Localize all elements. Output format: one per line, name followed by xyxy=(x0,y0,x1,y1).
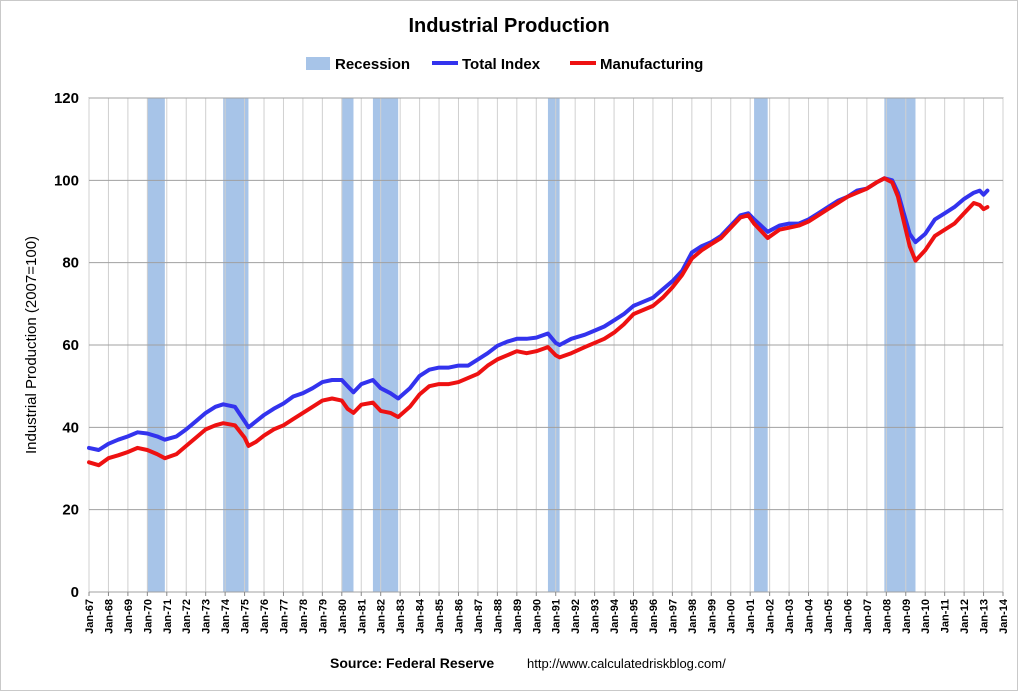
series-lines xyxy=(87,176,990,468)
x-tick-label: Jan-10 xyxy=(920,599,932,634)
x-tick-label: Jan-67 xyxy=(84,599,96,634)
x-tick-label: Jan-05 xyxy=(823,599,835,634)
x-tick-label: Jan-80 xyxy=(337,599,349,634)
legend-swatch-recession xyxy=(306,57,330,70)
x-tick-label: Jan-09 xyxy=(901,599,913,634)
x-tick-label: Jan-96 xyxy=(648,599,660,634)
legend-label-total-index: Total Index xyxy=(462,56,541,73)
x-tick-label: Jan-11 xyxy=(940,599,952,633)
x-tick-label: Jan-03 xyxy=(784,599,796,634)
x-tick-label: Jan-14 xyxy=(998,598,1010,634)
x-tick-label: Jan-70 xyxy=(142,599,154,634)
legend-label-manufacturing: Manufacturing xyxy=(600,56,703,73)
x-tick-label: Jan-94 xyxy=(609,598,621,634)
x-tick-label: Jan-95 xyxy=(629,599,641,634)
x-tick-label: Jan-81 xyxy=(356,599,368,634)
chart-title: Industrial Production xyxy=(408,15,609,37)
x-tick-label: Jan-02 xyxy=(765,599,777,634)
x-tick-label: Jan-99 xyxy=(706,599,718,634)
x-tick-label: Jan-01 xyxy=(745,599,757,634)
x-tick-label: Jan-87 xyxy=(473,599,485,634)
x-axis-ticks: Jan-67 Jan-68 Jan-69 Jan-70 Jan-71 Jan-72 Jan-… xyxy=(84,592,1010,634)
y-tick-label: 120 xyxy=(54,90,79,107)
source-url: http://www.calculatedriskblog.com/ xyxy=(527,656,726,671)
x-tick-label: Jan-97 xyxy=(667,599,679,634)
y-tick-label: 80 xyxy=(62,255,79,272)
y-tick-label: 100 xyxy=(54,172,79,189)
series-line-manufacturing xyxy=(87,176,990,468)
x-tick-label: Jan-82 xyxy=(376,599,388,634)
legend-label-recession: Recession xyxy=(335,56,410,73)
x-tick-label: Jan-12 xyxy=(959,599,971,634)
x-tick-label: Jan-74 xyxy=(220,598,232,634)
x-tick-label: Jan-00 xyxy=(726,599,738,634)
y-tick-label: 40 xyxy=(62,419,79,436)
grid-lines xyxy=(88,97,1004,593)
x-tick-label: Jan-13 xyxy=(979,599,991,634)
x-tick-label: Jan-69 xyxy=(123,599,135,634)
legend: Recession Total Index Manufacturing xyxy=(306,56,703,73)
x-tick-label: Jan-89 xyxy=(512,599,524,634)
x-tick-label: Jan-85 xyxy=(434,599,446,634)
y-tick-label: 60 xyxy=(62,337,79,354)
x-tick-label: Jan-91 xyxy=(551,599,563,634)
x-tick-label: Jan-75 xyxy=(240,599,252,634)
x-tick-label: Jan-78 xyxy=(298,599,310,634)
x-tick-label: Jan-76 xyxy=(259,599,271,634)
x-tick-label: Jan-83 xyxy=(395,599,407,634)
y-axis-ticks: 0 20 40 60 80 100 120 xyxy=(54,90,79,601)
x-tick-label: Jan-88 xyxy=(492,599,504,634)
x-tick-label: Jan-92 xyxy=(570,599,582,634)
y-axis-label: Industrial Production (2007=100) xyxy=(23,236,40,454)
x-tick-label: Jan-08 xyxy=(881,599,893,634)
x-tick-label: Jan-86 xyxy=(454,599,466,634)
x-tick-label: Jan-07 xyxy=(862,599,874,634)
x-tick-label: Jan-79 xyxy=(317,599,329,634)
x-tick-label: Jan-77 xyxy=(279,599,291,634)
y-tick-label: 0 xyxy=(71,584,79,601)
x-tick-label: Jan-68 xyxy=(103,599,115,634)
x-tick-label: Jan-72 xyxy=(181,599,193,634)
x-tick-label: Jan-06 xyxy=(842,599,854,634)
x-tick-label: Jan-73 xyxy=(201,599,213,634)
x-tick-label: Jan-90 xyxy=(531,599,543,634)
x-tick-label: Jan-71 xyxy=(162,599,174,634)
y-tick-label: 20 xyxy=(62,502,79,519)
x-tick-label: Jan-93 xyxy=(590,599,602,634)
x-tick-label: Jan-04 xyxy=(804,598,816,634)
source-label: Source: Federal Reserve xyxy=(330,655,494,671)
x-tick-label: Jan-84 xyxy=(415,598,427,634)
x-tick-label: Jan-98 xyxy=(687,599,699,634)
